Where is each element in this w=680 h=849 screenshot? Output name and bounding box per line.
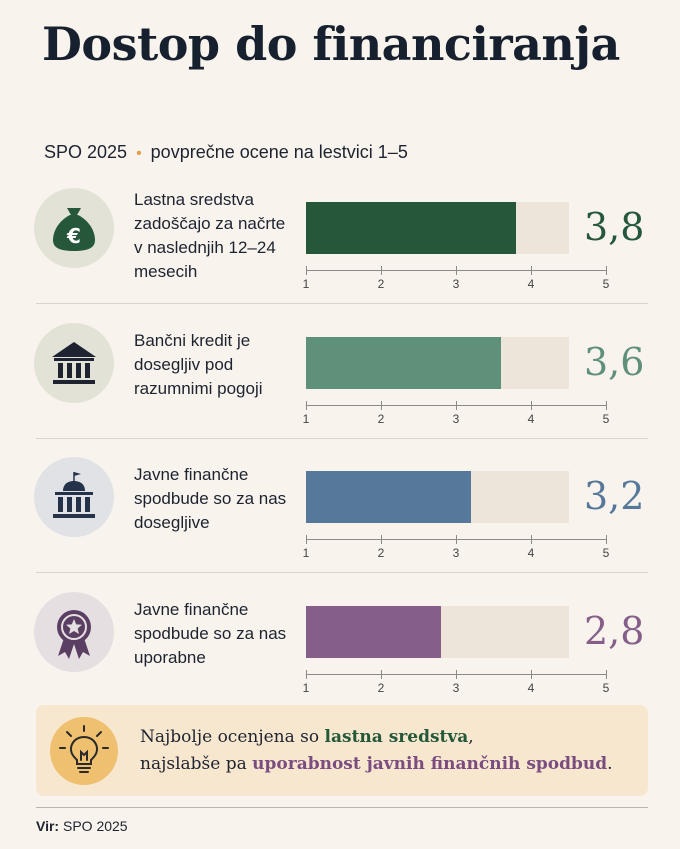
axis-tick [456,535,457,544]
tick-label: 4 [527,277,535,291]
tick-label: 1 [302,412,310,426]
axis-tick [531,535,532,544]
tick-label: 5 [602,412,610,426]
row-divider [36,572,648,573]
x-axis: 1 2 3 4 5 [303,398,609,428]
x-axis: 1 2 3 4 5 [303,532,609,562]
subtitle: SPO 2025 • povprečne ocene na lestvici 1–5 [44,142,408,163]
bar-track [306,337,569,389]
row-label: Bančni kredit je dosegljiv pod razumnimi… [134,331,263,398]
row-label: Lastna sredstva zadoščajo za načrte v na… [134,190,286,281]
callout-line2-suffix: . [607,754,613,774]
money-bag-euro-icon: € [34,188,114,268]
callout-highlight-public-incentives: uporabnost javnih finančnih spodbud [252,754,608,774]
tick-label: 4 [527,412,535,426]
chart-row: Javne finančne spodbude so za nas uporab… [0,574,680,710]
row-label: Javne finančne spodbude so za nas dosegl… [134,465,287,532]
chart-row: € Lastna sredstva zadoščajo za načrte v n… [0,170,680,306]
axis-tick [381,266,382,275]
tick-label: 1 [302,546,310,560]
bar-track [306,202,569,254]
axis-tick [306,670,307,679]
value-label: 3,6 [584,340,645,384]
subtitle-note: povprečne ocene na lestvici 1–5 [150,142,408,162]
axis-tick [606,266,607,275]
axis-tick [306,401,307,410]
government-building-icon [34,457,114,537]
bar-track [306,471,569,523]
axis-tick [606,670,607,679]
key-finding-callout: Najbolje ocenjena so lastna sredstva, na… [36,705,648,796]
chart-row: Bančni kredit je dosegljiv pod razumnimi… [0,305,680,441]
source-value: SPO 2025 [62,818,128,834]
x-axis: 1 2 3 4 5 [303,667,609,697]
lightbulb-icon [50,717,118,785]
axis-tick [381,535,382,544]
page-title: Dostop do financiranja [42,17,620,71]
tick-label: 1 [302,681,310,695]
value-label: 3,8 [584,205,645,249]
tick-label: 5 [602,546,610,560]
tick-label: 2 [377,277,385,291]
subtitle-dot: • [136,145,142,162]
subtitle-source: SPO 2025 [44,142,128,162]
bar [306,337,501,389]
axis-tick [381,670,382,679]
axis-tick [456,266,457,275]
tick-label: 3 [452,681,460,695]
tick-label: 4 [527,546,535,560]
bar [306,471,471,523]
axis-tick [606,401,607,410]
chart-row: Javne finančne spodbude so za nas dosegl… [0,439,680,575]
axis-tick [306,535,307,544]
axis-tick [306,266,307,275]
tick-label: 3 [452,412,460,426]
callout-line1-prefix: Najbolje ocenjena so [140,727,325,747]
source-label: Vir: [36,818,60,834]
tick-label: 2 [377,412,385,426]
axis-tick [381,401,382,410]
tick-label: 3 [452,546,460,560]
tick-label: 4 [527,681,535,695]
bar [306,606,441,658]
award-badge-icon [34,592,114,672]
callout-highlight-own-funds: lastna sredstva [324,727,469,747]
callout-line2-prefix: najslabše pa [140,754,253,774]
bar [306,202,516,254]
bar-track [306,606,569,658]
value-label: 2,8 [584,609,645,653]
source-note: Vir: SPO 2025 [36,818,128,834]
tick-label: 5 [602,681,610,695]
tick-label: 5 [602,277,610,291]
axis-tick [531,401,532,410]
callout-line1-suffix: , [468,727,474,747]
value-label: 3,2 [584,474,645,518]
axis-tick [531,266,532,275]
row-label: Javne finančne spodbude so za nas uporab… [134,600,287,667]
row-divider [36,303,648,304]
callout-text: Najbolje ocenjena so lastna sredstva, na… [140,724,640,778]
svg-text:€: € [66,224,81,248]
axis-tick [606,535,607,544]
axis-tick [531,670,532,679]
tick-label: 3 [452,277,460,291]
row-divider [36,438,648,439]
axis-tick [456,670,457,679]
axis-tick [456,401,457,410]
tick-label: 1 [302,277,310,291]
x-axis: 1 2 3 4 5 [303,263,609,293]
tick-label: 2 [377,681,385,695]
footer-divider [36,807,648,808]
tick-label: 2 [377,546,385,560]
bank-icon [34,323,114,403]
